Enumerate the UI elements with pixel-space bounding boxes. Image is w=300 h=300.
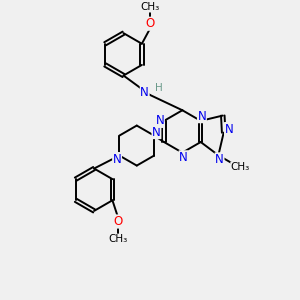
Text: CH₃: CH₃: [140, 2, 160, 12]
Text: H: H: [155, 83, 163, 94]
Text: N: N: [197, 110, 206, 123]
Text: N: N: [152, 125, 161, 139]
Text: CH₃: CH₃: [231, 162, 250, 172]
Text: N: N: [140, 85, 149, 98]
Text: N: N: [225, 123, 233, 136]
Text: N: N: [179, 151, 188, 164]
Text: N: N: [215, 153, 224, 166]
Text: CH₃: CH₃: [108, 234, 128, 244]
Text: O: O: [113, 215, 122, 228]
Text: O: O: [146, 17, 155, 30]
Text: N: N: [155, 114, 164, 128]
Text: N: N: [113, 153, 122, 166]
